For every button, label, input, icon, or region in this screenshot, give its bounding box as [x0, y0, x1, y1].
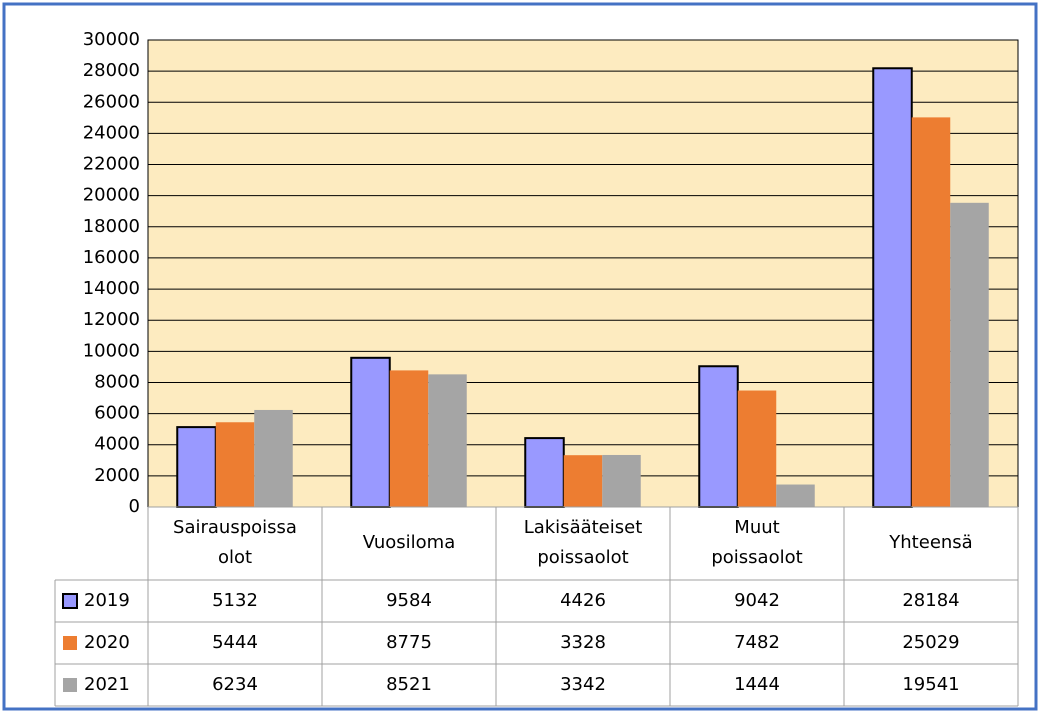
- legend-swatch: [63, 678, 77, 692]
- bar: [389, 370, 429, 507]
- table-value: 7482: [734, 632, 780, 653]
- x-tick-label: Muut poissaolot: [711, 517, 802, 568]
- bar: [524, 437, 565, 508]
- y-tick-label: 10000: [83, 340, 140, 361]
- table-value: 3328: [560, 632, 606, 653]
- y-tick-label: 16000: [83, 247, 140, 268]
- legend-label: 2020: [84, 632, 130, 653]
- table-value: 6234: [212, 674, 258, 695]
- legend-label: 2021: [84, 674, 130, 695]
- y-tick-label: 18000: [83, 216, 140, 237]
- bar: [737, 390, 777, 507]
- y-tick-label: 26000: [83, 91, 140, 112]
- bar: [698, 365, 739, 508]
- table-value: 8775: [386, 632, 432, 653]
- table-value: 4426: [560, 590, 606, 611]
- legend-swatch: [62, 593, 78, 609]
- y-tick-label: 24000: [83, 122, 140, 143]
- y-tick-label: 30000: [83, 29, 140, 50]
- bar: [215, 422, 255, 507]
- bar: [350, 356, 391, 508]
- table-value: 25029: [902, 632, 959, 653]
- table-value: 8521: [386, 674, 432, 695]
- table-value: 1444: [734, 674, 780, 695]
- x-tick-label: Sairauspoissa olot: [173, 517, 297, 568]
- y-tick-label: 2000: [94, 465, 140, 486]
- bar: [563, 455, 603, 507]
- bar: [602, 454, 641, 507]
- y-tick-label: 22000: [83, 154, 140, 175]
- y-tick-label: 0: [129, 496, 140, 517]
- y-tick-label: 28000: [83, 60, 140, 81]
- x-tick-label: Lakisääteiset poissaolot: [524, 517, 643, 568]
- table-value: 3342: [560, 674, 606, 695]
- table-value: 9042: [734, 590, 780, 611]
- bar: [950, 202, 989, 507]
- y-tick-label: 6000: [94, 403, 140, 424]
- table-value: 9584: [386, 590, 432, 611]
- bar: [776, 484, 815, 507]
- table-value: 19541: [902, 674, 959, 695]
- bar: [428, 374, 467, 507]
- table-value: 5444: [212, 632, 258, 653]
- table-value: 5132: [212, 590, 258, 611]
- legend-label: 2019: [84, 590, 130, 611]
- bar: [176, 426, 217, 509]
- bar: [872, 67, 913, 508]
- legend-swatch: [63, 636, 77, 650]
- y-tick-label: 4000: [94, 434, 140, 455]
- y-tick-label: 12000: [83, 309, 140, 330]
- y-tick-label: 8000: [94, 371, 140, 392]
- table-value: 28184: [902, 590, 959, 611]
- x-tick-label: Yhteensä: [888, 532, 972, 553]
- bar: [254, 409, 293, 507]
- x-tick-label: Vuosiloma: [363, 532, 455, 553]
- y-tick-label: 14000: [83, 278, 140, 299]
- y-tick-label: 20000: [83, 185, 140, 206]
- bar: [911, 117, 951, 507]
